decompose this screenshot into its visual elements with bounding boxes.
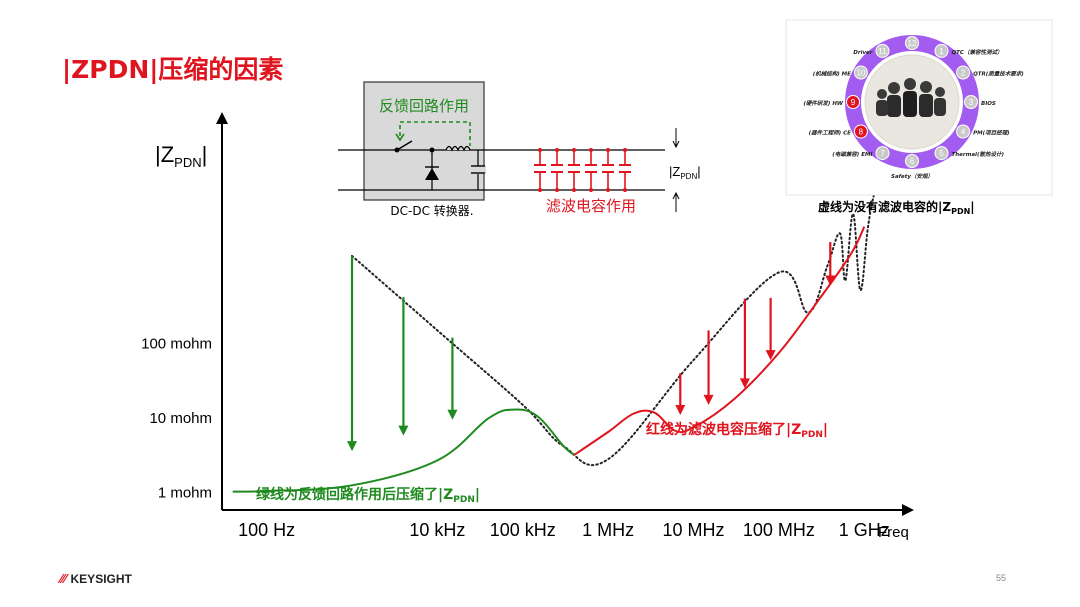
org-node-number: 4: [961, 128, 966, 137]
y-tick-label: 10 mohm: [149, 410, 212, 427]
org-node-number: 1: [939, 47, 944, 56]
org-node: 7 (电磁兼容) EMI: [832, 146, 890, 161]
org-node: 10 (机械结构) ME: [813, 65, 868, 80]
org-node-label: (硬件研发) HW: [803, 100, 844, 107]
capacitor-icon: [619, 148, 631, 192]
red-reduction-arrow: [825, 242, 836, 286]
org-node-number: 7: [880, 149, 885, 158]
converter-box: [363, 81, 485, 201]
org-node-number: 11: [878, 47, 887, 56]
org-node: 8 (器件工程师) CE: [809, 124, 868, 139]
dotted-legend-text: 虚线为没有滤波电容的|ZPDN|: [818, 199, 975, 216]
switch-blade: [396, 140, 413, 151]
series-green-line: [232, 408, 575, 493]
x-tick-label: 100 kHz: [490, 520, 556, 540]
reduction-arrows: [347, 242, 836, 452]
diode-icon: [425, 168, 439, 180]
x-tick-label: 100 Hz: [238, 520, 295, 540]
org-node-label: Safety（安规）: [891, 173, 933, 180]
org-node: 2 QTR(质量技术要求): [956, 65, 1024, 80]
series-red-line: [573, 226, 866, 456]
team-photo-icon: [876, 78, 946, 117]
red-reduction-arrow: [765, 297, 776, 361]
org-node: 12: [905, 36, 919, 50]
capacitor-icon: [551, 148, 563, 192]
org-node-label: BIOS: [981, 101, 996, 107]
org-node-label: PM(项目经理): [973, 130, 1010, 137]
red-reduction-arrow: [675, 373, 686, 415]
org-node-number: 10: [856, 69, 865, 78]
inductor-icon: [445, 145, 471, 152]
org-node-number: 9: [851, 98, 856, 107]
org-circle: 12 1 QTC（兼容性测试） 2 QTR(质量技术要求) 3 BIOS 4 PM(项目经理) 5…: [785, 19, 1053, 196]
org-node-number: 12: [908, 39, 917, 48]
org-node: 1 QTC（兼容性测试）: [934, 43, 1003, 58]
page-number: 55: [996, 573, 1007, 583]
org-node-label: (机械结构) ME: [813, 71, 851, 78]
org-node-label: (器件工程师) CE: [809, 130, 851, 137]
green-reduction-arrow: [447, 337, 458, 420]
x-tick-label: 1 MHz: [582, 520, 634, 540]
green-legend-text: 绿线为反馈回路作用后压缩了|ZPDN|: [256, 486, 480, 505]
dc-dc-inset: 反馈回路作用 DC-DC 转换器. 滤波电容作用 |ZPDN|: [338, 81, 701, 218]
red-legend-text: 红线为滤波电容压缩了|ZPDN|: [646, 421, 828, 440]
filter-capacitors: [534, 148, 631, 192]
org-node: 4 PM(项目经理): [956, 124, 1010, 139]
tick-labels: 100 Hz 10 kHz 100 kHz 1 MHz 10 MHz 100 MHz 1 G…: [141, 336, 890, 540]
x-tick-label: 100 MHz: [743, 520, 815, 540]
org-node: 11 Driver: [853, 43, 890, 58]
org-node: 3 BIOS: [964, 95, 996, 109]
x-tick-label: 10 MHz: [663, 520, 725, 540]
feedback-arrowhead: [395, 133, 405, 142]
keysight-logo: ⁄⁄⁄ KEYSIGHT: [60, 571, 132, 586]
z-pdn-inset-label: |ZPDN|: [669, 164, 701, 181]
page-title: |ZPDN|压缩的因素: [62, 55, 284, 84]
feedback-label: 反馈回路作用: [379, 97, 469, 115]
org-node-label: Thermal(散热设计): [952, 151, 1004, 158]
capacitor-icon: [602, 148, 614, 192]
capacitor-icon: [585, 148, 597, 192]
org-node-label: QTC（兼容性测试）: [952, 49, 1003, 56]
feedback-loop: [399, 121, 471, 146]
keysight-wave-icon: ⁄⁄⁄: [60, 571, 67, 586]
x-tick-label: 1 GHz: [839, 520, 890, 540]
y-axis-title: |ZPDN|: [155, 142, 207, 170]
org-node: 6 Safety（安规）: [891, 154, 933, 180]
org-node-label: (电磁兼容) EMI: [832, 151, 872, 158]
red-reduction-arrow: [703, 330, 714, 405]
x-tick-label: 10 kHz: [409, 520, 465, 540]
x-axis-title: Freq: [878, 524, 909, 541]
org-node: 5 Thermal(散热设计): [934, 146, 1004, 161]
org-node-number: 2: [961, 69, 966, 78]
y-tick-label: 100 mohm: [141, 336, 212, 353]
converter-label: DC-DC 转换器.: [390, 203, 473, 218]
red-reduction-arrow: [739, 298, 750, 389]
green-reduction-arrow: [347, 255, 358, 452]
org-node-label: QTR(质量技术要求): [973, 71, 1024, 78]
org-node: 9 (硬件研发) HW: [803, 95, 860, 109]
green-reduction-arrow: [398, 297, 409, 436]
series-layer: [232, 159, 885, 493]
org-node-number: 5: [939, 149, 944, 158]
y-tick-label: 1 mohm: [158, 485, 212, 502]
org-node-number: 3: [969, 98, 974, 107]
cap-label: 滤波电容作用: [546, 197, 636, 215]
org-labels: 12 1 QTC（兼容性测试） 2 QTR(质量技术要求) 3 BIOS 4 PM(项目经理) 5…: [803, 36, 1024, 180]
logo-text: KEYSIGHT: [70, 571, 132, 586]
org-node-number: 6: [910, 157, 915, 166]
org-node-label: Driver: [853, 50, 872, 56]
capacitor-icon: [534, 148, 546, 192]
org-node-number: 8: [859, 128, 864, 137]
capacitor-icon: [568, 148, 580, 192]
